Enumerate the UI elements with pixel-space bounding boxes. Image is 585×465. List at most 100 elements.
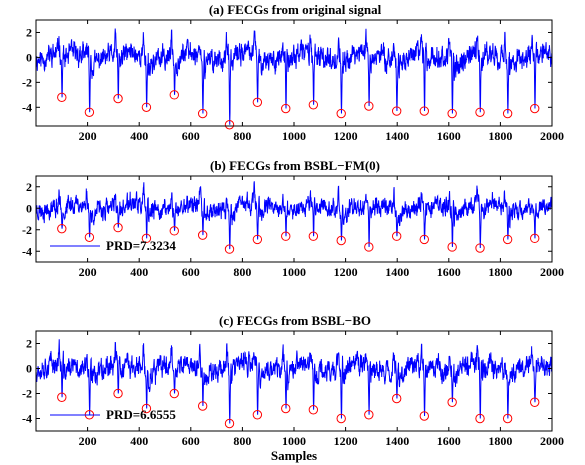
- peak-marker: [475, 107, 485, 117]
- y-tick-label: 2: [26, 180, 32, 194]
- peak-marker: [336, 413, 346, 424]
- x-tick-label: 1600: [437, 129, 461, 143]
- panel-c: (c) FECGs from BSBL−BO 200 400 600 800 1000 12…: [22, 313, 564, 463]
- peak-marker: [502, 108, 513, 119]
- x-tick-label: 600: [182, 434, 200, 448]
- x-tick-label: 400: [130, 434, 148, 448]
- y-tick-label: 2: [26, 337, 32, 351]
- x-tick-label: 800: [233, 129, 251, 143]
- panel-b: (b) FECGs from BSBL−FM(0) 200 400 600 800 100…: [22, 158, 564, 279]
- x-tick-label: 200: [79, 129, 97, 143]
- x-tick-label: 1000: [282, 434, 306, 448]
- panel-title: (a) FECGs from original signal: [209, 2, 382, 17]
- x-tick-label: 400: [130, 265, 148, 279]
- x-tick-label: 1800: [488, 265, 512, 279]
- peak-marker: [57, 392, 67, 402]
- x-tick-label: 200: [79, 434, 97, 448]
- peak-marker: [141, 403, 152, 414]
- peak-marker: [141, 233, 152, 244]
- x-tick-label: 1600: [437, 434, 461, 448]
- peak-marker: [530, 103, 540, 114]
- peak-marker: [252, 410, 263, 420]
- peak-marker: [447, 242, 457, 252]
- legend: PRD=6.6555: [50, 407, 176, 422]
- x-tick-label: 1000: [282, 265, 306, 279]
- peak-marker: [447, 397, 457, 407]
- signal-line: [36, 181, 552, 250]
- peak-marker: [224, 418, 235, 429]
- panel-a: (a) FECGs from original signal 200 400 600 8…: [22, 2, 564, 143]
- peak-marker: [391, 393, 402, 404]
- y-tick-label: -4: [22, 100, 32, 114]
- signal-line: [36, 28, 552, 125]
- peak-marker: [419, 106, 429, 116]
- x-tick-label: 400: [130, 129, 148, 143]
- peak-marker: [197, 230, 208, 240]
- y-tick-label: -4: [22, 412, 32, 426]
- peak-marker: [169, 90, 179, 100]
- peak-marker: [475, 243, 485, 253]
- peak-marker: [364, 101, 374, 111]
- signal-line: [36, 339, 552, 424]
- peak-marker: [281, 103, 291, 114]
- x-tick-label: 1800: [488, 129, 512, 143]
- x-tick-label: 2000: [540, 129, 564, 143]
- x-tick-label: 800: [233, 265, 251, 279]
- peak-marker: [308, 231, 319, 241]
- peak-marker: [447, 108, 457, 119]
- axes-box: [35, 19, 553, 127]
- legend: PRD=7.3234: [50, 238, 176, 253]
- legend-label: PRD=6.6555: [106, 407, 176, 422]
- y-tick-label: 0: [26, 362, 32, 376]
- peak-marker: [197, 401, 208, 411]
- x-tick-label: 800: [233, 434, 251, 448]
- peak-marker: [169, 388, 179, 399]
- peak-marker: [113, 93, 123, 104]
- peak-marker: [113, 388, 123, 399]
- peak-marker: [84, 232, 95, 242]
- x-tick-label: 1400: [385, 434, 409, 448]
- peak-marker: [197, 108, 208, 119]
- peak-marker: [169, 226, 179, 236]
- x-tick-label: 600: [182, 265, 200, 279]
- peak-marker: [252, 97, 263, 108]
- peak-marker: [141, 102, 152, 112]
- peak-marker: [336, 108, 346, 119]
- peak-marker: [530, 397, 540, 407]
- x-tick-label: 1200: [334, 434, 358, 448]
- peak-marker: [308, 100, 319, 110]
- peak-marker: [281, 403, 291, 414]
- peak-marker: [84, 107, 95, 117]
- peak-marker: [502, 413, 513, 424]
- peak-marker: [391, 231, 402, 241]
- y-tick-label: 0: [26, 201, 32, 215]
- peak-marker: [308, 405, 319, 415]
- y-tick-label: -2: [22, 387, 32, 401]
- y-tick-label: -2: [22, 75, 32, 89]
- x-tick-label: 1800: [488, 434, 512, 448]
- peak-marker: [391, 106, 402, 116]
- x-tick-label: 1200: [334, 265, 358, 279]
- x-tick-label: 200: [79, 265, 97, 279]
- peak-marker: [530, 233, 540, 244]
- peak-marker: [419, 411, 429, 421]
- x-tick-label: 1600: [437, 265, 461, 279]
- peak-marker: [336, 235, 346, 246]
- legend-label: PRD=7.3234: [106, 238, 176, 253]
- peak-marker: [364, 410, 374, 420]
- panel-title: (b) FECGs from BSBL−FM(0): [210, 158, 380, 173]
- peak-marker: [224, 244, 235, 254]
- x-tick-label: 1400: [385, 129, 409, 143]
- x-tick-label: 1200: [334, 129, 358, 143]
- peak-marker: [281, 231, 291, 241]
- x-tick-label: 2000: [540, 434, 564, 448]
- peak-marker: [502, 234, 513, 245]
- x-tick-label: 1000: [282, 129, 306, 143]
- peak-marker: [57, 92, 67, 103]
- y-tick-label: -4: [22, 244, 32, 258]
- x-tick-label: 600: [182, 129, 200, 143]
- x-tick-label: 2000: [540, 265, 564, 279]
- x-tick-label: 1400: [385, 265, 409, 279]
- peak-marker: [57, 223, 67, 234]
